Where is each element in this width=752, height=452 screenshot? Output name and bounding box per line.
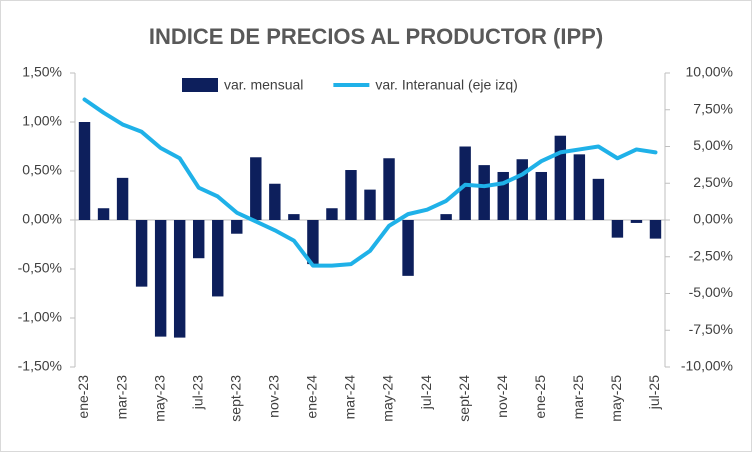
bar [135,220,148,287]
y-tick-label: 1,00% [22,113,62,129]
x-tick-label: jul-25 [646,375,662,410]
bar [193,220,205,259]
bar [116,177,129,220]
x-tick-label: may-24 [380,375,396,422]
bar [78,122,91,220]
y-tick-label: -1,50% [18,358,62,374]
x-tick-label: ene-24 [304,375,320,419]
y2-tick-label: -7,50% [689,321,733,337]
y2-tick-label: -2,50% [689,247,733,263]
bar [307,220,319,265]
bar [212,220,224,297]
y-tick-label: -1,00% [18,309,62,325]
bar [383,158,395,220]
y2-tick-label: 7,50% [693,100,733,116]
x-tick-label: may-25 [608,375,624,422]
bar [231,220,243,234]
y-tick-label: 0,50% [22,162,62,178]
y2-tick-label: -10,00% [681,358,733,374]
bar [611,220,624,238]
bar [592,178,605,220]
x-tick-label: nov-23 [266,375,282,418]
y-tick-label: -0,50% [18,260,62,276]
y-tick-label: 1,50% [22,64,62,80]
y2-tick-label: 2,50% [693,174,733,190]
y-tick-label: 0,00% [22,211,62,227]
x-tick-label: jul-23 [189,375,205,410]
bar [497,171,509,220]
bar [649,220,662,239]
x-tick-label: ene-23 [75,375,91,419]
legend-label: var. mensual [224,77,303,93]
legend-swatch [182,78,218,92]
bar [535,171,547,220]
bar [402,220,414,276]
x-tick-label: mar-24 [342,375,358,420]
bar [573,154,586,220]
bar [250,157,262,220]
x-tick-label: sept-24 [456,375,472,422]
bar [97,208,110,220]
chart-title: INDICE DE PRECIOS AL PRODUCTOR (IPP) [149,24,603,49]
y2-tick-label: 5,00% [693,137,733,153]
bar [630,220,643,223]
bar [154,220,167,337]
bar [478,165,490,220]
bar [345,170,357,220]
y2-tick-label: 10,00% [686,64,733,80]
bar [364,189,376,220]
bar [440,214,452,220]
y2-tick-label: 0,00% [693,211,733,227]
x-tick-label: mar-25 [570,375,586,420]
x-tick-label: nov-24 [494,375,510,418]
bar [326,208,338,220]
x-tick-label: sept-23 [227,375,243,422]
bar [173,220,186,338]
legend-label: var. Interanual (eje izq) [375,77,517,93]
bar [269,183,281,220]
x-tick-label: jul-24 [418,375,434,410]
bar [516,159,528,220]
y2-tick-label: -5,00% [689,284,733,300]
x-tick-label: mar-23 [113,375,129,420]
x-tick-label: may-23 [151,375,167,422]
line [82,97,658,268]
bar [554,135,567,220]
x-tick-label: ene-25 [532,375,548,419]
bar [288,214,300,220]
